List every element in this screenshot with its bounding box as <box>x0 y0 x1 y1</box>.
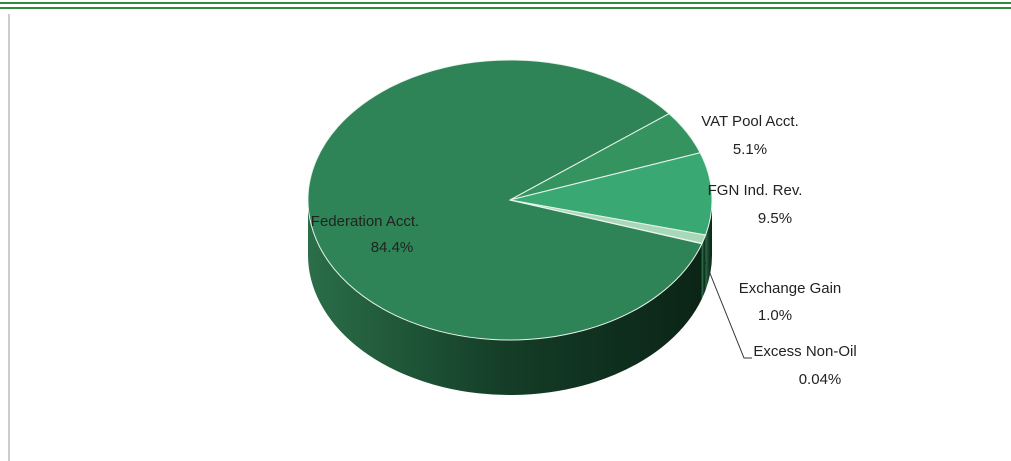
slice-value: 84.4% <box>371 239 414 256</box>
pie <box>307 59 713 395</box>
slice-side <box>702 234 706 299</box>
slice-side <box>705 200 712 290</box>
labels: Federation Acct. 84.4% VAT Pool Acct. 5.1% F… <box>311 113 857 388</box>
slice-label: FGN Ind. Rev. <box>708 182 803 199</box>
slice-label: Federation Acct. <box>311 213 419 230</box>
slice-value: 5.1% <box>733 141 767 158</box>
leader-line <box>702 255 752 359</box>
slice-value: 1.0% <box>758 307 792 324</box>
slice <box>509 152 713 236</box>
slice-value: 0.04% <box>799 371 842 388</box>
slice-label: Excess Non-Oil <box>753 343 856 360</box>
slice-value: 9.5% <box>758 210 792 227</box>
slice <box>509 199 703 245</box>
slice-label: Exchange Gain <box>739 280 842 297</box>
slice <box>307 59 703 341</box>
slice-side <box>308 200 702 395</box>
slice-label: VAT Pool Acct. <box>701 113 799 130</box>
